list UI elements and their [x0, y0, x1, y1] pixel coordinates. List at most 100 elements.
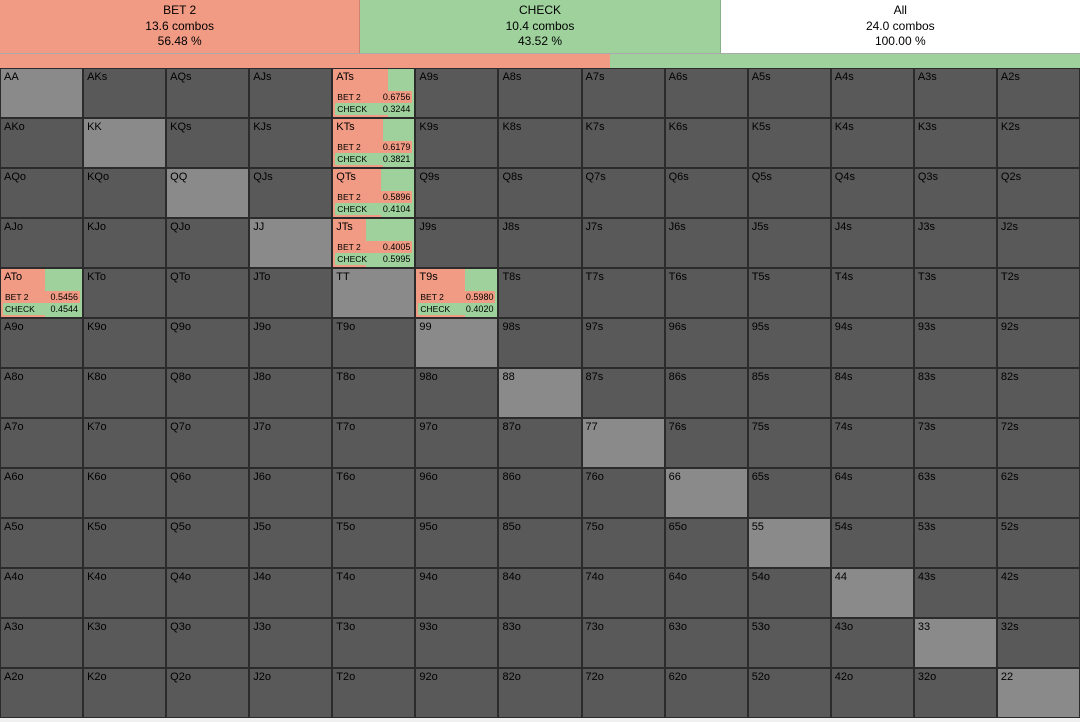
- hand-72s[interactable]: 72s: [997, 418, 1080, 468]
- hand-84o[interactable]: 84o: [498, 568, 581, 618]
- hand-53s[interactable]: 53s: [914, 518, 997, 568]
- hand-K3s[interactable]: K3s: [914, 118, 997, 168]
- hand-33[interactable]: 33: [914, 618, 997, 668]
- hand-82s[interactable]: 82s: [997, 368, 1080, 418]
- hand-99[interactable]: 99: [415, 318, 498, 368]
- hand-Q9s[interactable]: Q9s: [415, 168, 498, 218]
- hand-Q6s[interactable]: Q6s: [665, 168, 748, 218]
- hand-T2s[interactable]: T2s: [997, 268, 1080, 318]
- hand-Q4s[interactable]: Q4s: [831, 168, 914, 218]
- hand-A2s[interactable]: A2s: [997, 68, 1080, 118]
- hand-A8o[interactable]: A8o: [0, 368, 83, 418]
- hand-73s[interactable]: 73s: [914, 418, 997, 468]
- hand-KQs[interactable]: KQs: [166, 118, 249, 168]
- hand-J6o[interactable]: J6o: [249, 468, 332, 518]
- hand-64s[interactable]: 64s: [831, 468, 914, 518]
- hand-Q5o[interactable]: Q5o: [166, 518, 249, 568]
- hand-KTs[interactable]: KTsBET 20.6179CHECK0.3821: [332, 118, 415, 168]
- hand-AKo[interactable]: AKo: [0, 118, 83, 168]
- hand-Q3s[interactable]: Q3s: [914, 168, 997, 218]
- hand-75o[interactable]: 75o: [582, 518, 665, 568]
- hand-J5o[interactable]: J5o: [249, 518, 332, 568]
- hand-J7s[interactable]: J7s: [582, 218, 665, 268]
- hand-74o[interactable]: 74o: [582, 568, 665, 618]
- hand-A7o[interactable]: A7o: [0, 418, 83, 468]
- hand-JTo[interactable]: JTo: [249, 268, 332, 318]
- hand-J5s[interactable]: J5s: [748, 218, 831, 268]
- hand-K7s[interactable]: K7s: [582, 118, 665, 168]
- hand-J3o[interactable]: J3o: [249, 618, 332, 668]
- hand-64o[interactable]: 64o: [665, 568, 748, 618]
- hand-QTo[interactable]: QTo: [166, 268, 249, 318]
- hand-KK[interactable]: KK: [83, 118, 166, 168]
- hand-77[interactable]: 77: [582, 418, 665, 468]
- hand-74s[interactable]: 74s: [831, 418, 914, 468]
- hand-T8o[interactable]: T8o: [332, 368, 415, 418]
- hand-42s[interactable]: 42s: [997, 568, 1080, 618]
- hand-KTo[interactable]: KTo: [83, 268, 166, 318]
- hand-A9o[interactable]: A9o: [0, 318, 83, 368]
- hand-Q2s[interactable]: Q2s: [997, 168, 1080, 218]
- hand-98o[interactable]: 98o: [415, 368, 498, 418]
- hand-A5s[interactable]: A5s: [748, 68, 831, 118]
- hand-T3s[interactable]: T3s: [914, 268, 997, 318]
- hand-52s[interactable]: 52s: [997, 518, 1080, 568]
- hand-T5o[interactable]: T5o: [332, 518, 415, 568]
- hand-A6o[interactable]: A6o: [0, 468, 83, 518]
- hand-62s[interactable]: 62s: [997, 468, 1080, 518]
- hand-92s[interactable]: 92s: [997, 318, 1080, 368]
- hand-93s[interactable]: 93s: [914, 318, 997, 368]
- hand-ATs[interactable]: ATsBET 20.6756CHECK0.3244: [332, 68, 415, 118]
- hand-JJ[interactable]: JJ: [249, 218, 332, 268]
- hand-ATo[interactable]: AToBET 20.5456CHECK0.4544: [0, 268, 83, 318]
- hand-K6o[interactable]: K6o: [83, 468, 166, 518]
- hand-A9s[interactable]: A9s: [415, 68, 498, 118]
- hand-66[interactable]: 66: [665, 468, 748, 518]
- hand-94o[interactable]: 94o: [415, 568, 498, 618]
- hand-72o[interactable]: 72o: [582, 668, 665, 718]
- hand-J2o[interactable]: J2o: [249, 668, 332, 718]
- hand-T5s[interactable]: T5s: [748, 268, 831, 318]
- hand-KQo[interactable]: KQo: [83, 168, 166, 218]
- hand-Q8o[interactable]: Q8o: [166, 368, 249, 418]
- hand-AQo[interactable]: AQo: [0, 168, 83, 218]
- hand-A4s[interactable]: A4s: [831, 68, 914, 118]
- hand-82o[interactable]: 82o: [498, 668, 581, 718]
- hand-86s[interactable]: 86s: [665, 368, 748, 418]
- hand-AJo[interactable]: AJo: [0, 218, 83, 268]
- hand-KJo[interactable]: KJo: [83, 218, 166, 268]
- hand-Q7o[interactable]: Q7o: [166, 418, 249, 468]
- hand-75s[interactable]: 75s: [748, 418, 831, 468]
- hand-54s[interactable]: 54s: [831, 518, 914, 568]
- hand-54o[interactable]: 54o: [748, 568, 831, 618]
- hand-87o[interactable]: 87o: [498, 418, 581, 468]
- hand-KJs[interactable]: KJs: [249, 118, 332, 168]
- hand-J7o[interactable]: J7o: [249, 418, 332, 468]
- hand-QQ[interactable]: QQ: [166, 168, 249, 218]
- hand-K5o[interactable]: K5o: [83, 518, 166, 568]
- hand-A5o[interactable]: A5o: [0, 518, 83, 568]
- hand-Q8s[interactable]: Q8s: [498, 168, 581, 218]
- hand-AQs[interactable]: AQs: [166, 68, 249, 118]
- hand-43o[interactable]: 43o: [831, 618, 914, 668]
- hand-J4o[interactable]: J4o: [249, 568, 332, 618]
- hand-J3s[interactable]: J3s: [914, 218, 997, 268]
- hand-J6s[interactable]: J6s: [665, 218, 748, 268]
- hand-52o[interactable]: 52o: [748, 668, 831, 718]
- hand-76o[interactable]: 76o: [582, 468, 665, 518]
- hand-T3o[interactable]: T3o: [332, 618, 415, 668]
- hand-85o[interactable]: 85o: [498, 518, 581, 568]
- hand-J8o[interactable]: J8o: [249, 368, 332, 418]
- hand-QJo[interactable]: QJo: [166, 218, 249, 268]
- header-all[interactable]: All 24.0 combos 100.00 %: [721, 0, 1080, 53]
- hand-97o[interactable]: 97o: [415, 418, 498, 468]
- hand-55[interactable]: 55: [748, 518, 831, 568]
- hand-QTs[interactable]: QTsBET 20.5896CHECK0.4104: [332, 168, 415, 218]
- hand-Q6o[interactable]: Q6o: [166, 468, 249, 518]
- hand-62o[interactable]: 62o: [665, 668, 748, 718]
- hand-73o[interactable]: 73o: [582, 618, 665, 668]
- hand-Q2o[interactable]: Q2o: [166, 668, 249, 718]
- hand-94s[interactable]: 94s: [831, 318, 914, 368]
- hand-T6o[interactable]: T6o: [332, 468, 415, 518]
- hand-95s[interactable]: 95s: [748, 318, 831, 368]
